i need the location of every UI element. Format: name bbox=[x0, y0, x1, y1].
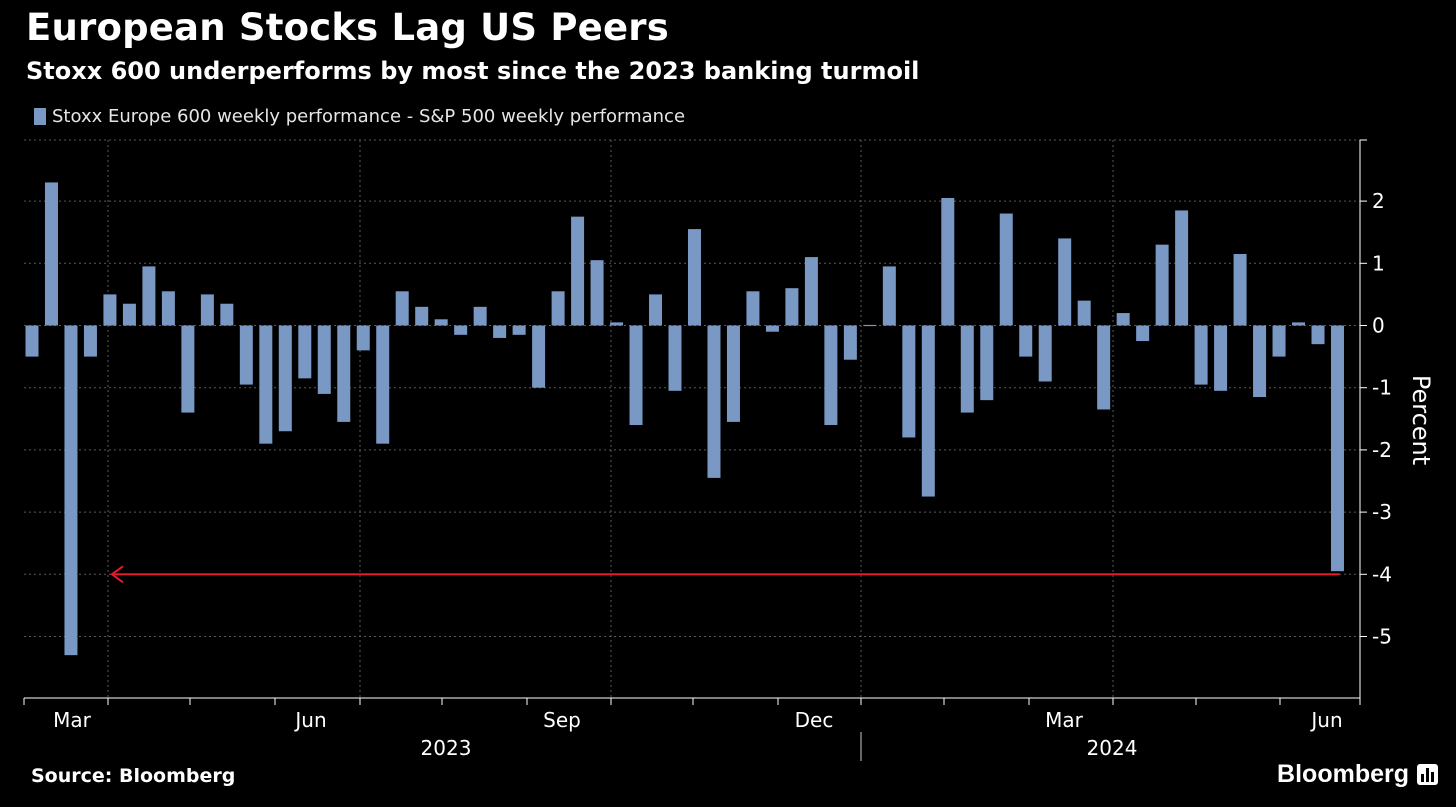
bar bbox=[200, 294, 214, 326]
bar bbox=[649, 294, 663, 326]
y-tick-label: -5 bbox=[1372, 625, 1392, 649]
y-tick-label: 2 bbox=[1372, 189, 1385, 213]
bar bbox=[921, 325, 935, 497]
y-tick-label: 1 bbox=[1372, 251, 1385, 275]
x-month-label: Jun bbox=[1309, 708, 1342, 732]
bar bbox=[1155, 244, 1169, 326]
brand-logo: Bloomberg bbox=[1277, 760, 1438, 789]
bar bbox=[1116, 313, 1130, 326]
y-tick-label: -4 bbox=[1372, 562, 1392, 586]
bar bbox=[571, 216, 585, 326]
bar bbox=[960, 325, 974, 413]
bar bbox=[746, 291, 760, 326]
bar-chart-icon bbox=[1417, 764, 1438, 785]
bar bbox=[726, 325, 740, 422]
y-tick-label: -2 bbox=[1372, 438, 1392, 462]
bar bbox=[64, 325, 78, 656]
bar bbox=[415, 306, 429, 326]
bar bbox=[551, 291, 565, 326]
bar bbox=[532, 325, 546, 388]
bar bbox=[376, 325, 390, 444]
bar bbox=[1038, 325, 1052, 382]
bar bbox=[395, 291, 409, 326]
bar bbox=[103, 294, 117, 326]
bar bbox=[239, 325, 253, 385]
bar bbox=[337, 325, 351, 422]
y-tick-label: 0 bbox=[1372, 314, 1385, 338]
annotation-arrowhead bbox=[110, 565, 124, 584]
bar bbox=[1058, 238, 1072, 326]
bar bbox=[83, 325, 97, 357]
bar bbox=[707, 325, 721, 478]
x-year-label: 2024 bbox=[1087, 736, 1138, 760]
bar bbox=[454, 325, 468, 335]
bar bbox=[122, 303, 136, 326]
bar bbox=[512, 325, 526, 335]
bar bbox=[1019, 325, 1033, 357]
chart-subtitle: Stoxx 600 underperforms by most since th… bbox=[26, 57, 920, 85]
source-note: Source: Bloomberg bbox=[31, 765, 236, 787]
bar bbox=[610, 322, 624, 326]
bar bbox=[843, 325, 857, 360]
legend-swatch bbox=[34, 108, 46, 125]
x-month-label: Sep bbox=[543, 708, 581, 732]
legend-label: Stoxx Europe 600 weekly performance - S&… bbox=[52, 106, 686, 127]
brand-name: Bloomberg bbox=[1277, 760, 1409, 788]
bar bbox=[590, 260, 604, 326]
y-tick-label: -3 bbox=[1372, 500, 1392, 524]
bar bbox=[980, 325, 994, 401]
bar bbox=[999, 213, 1013, 326]
bar bbox=[356, 325, 370, 351]
chart-title: European Stocks Lag US Peers bbox=[26, 6, 669, 49]
bar bbox=[1311, 325, 1325, 345]
x-month-label: Jun bbox=[293, 708, 326, 732]
bar bbox=[25, 325, 39, 357]
bar bbox=[668, 325, 682, 391]
bar bbox=[882, 266, 896, 326]
bar bbox=[161, 291, 175, 326]
bar bbox=[1330, 325, 1344, 572]
bar bbox=[1292, 322, 1306, 326]
y-tick-label: -1 bbox=[1372, 376, 1392, 400]
bar bbox=[1214, 325, 1228, 391]
bar bbox=[785, 288, 799, 326]
bar bbox=[142, 266, 156, 326]
bar bbox=[804, 257, 818, 326]
x-month-label: Dec bbox=[795, 708, 834, 732]
bar bbox=[317, 325, 331, 394]
bar bbox=[493, 325, 507, 338]
bar bbox=[1253, 325, 1267, 398]
bar bbox=[941, 197, 955, 326]
bar bbox=[220, 303, 234, 326]
bar bbox=[824, 325, 838, 426]
bar bbox=[629, 325, 643, 426]
bar bbox=[434, 319, 448, 326]
x-year-label: 2023 bbox=[421, 736, 472, 760]
bar bbox=[1272, 325, 1286, 357]
x-month-label: Mar bbox=[1045, 708, 1084, 732]
bar bbox=[1136, 325, 1150, 342]
bar bbox=[902, 325, 916, 438]
bar bbox=[1194, 325, 1208, 385]
bar bbox=[863, 324, 877, 327]
bar bbox=[44, 182, 58, 326]
bar bbox=[278, 325, 292, 432]
bar bbox=[181, 325, 195, 413]
bar bbox=[687, 229, 701, 326]
bar bbox=[1077, 300, 1091, 326]
bar bbox=[1097, 325, 1111, 410]
bar bbox=[298, 325, 312, 379]
y-axis-title: Percent bbox=[1407, 375, 1435, 465]
bar bbox=[1233, 253, 1247, 326]
legend: Stoxx Europe 600 weekly performance - S&… bbox=[34, 106, 685, 127]
bar bbox=[1175, 210, 1189, 326]
bar bbox=[765, 325, 779, 332]
bar bbox=[473, 306, 487, 326]
x-month-label: Mar bbox=[53, 708, 92, 732]
bar bbox=[259, 325, 273, 444]
